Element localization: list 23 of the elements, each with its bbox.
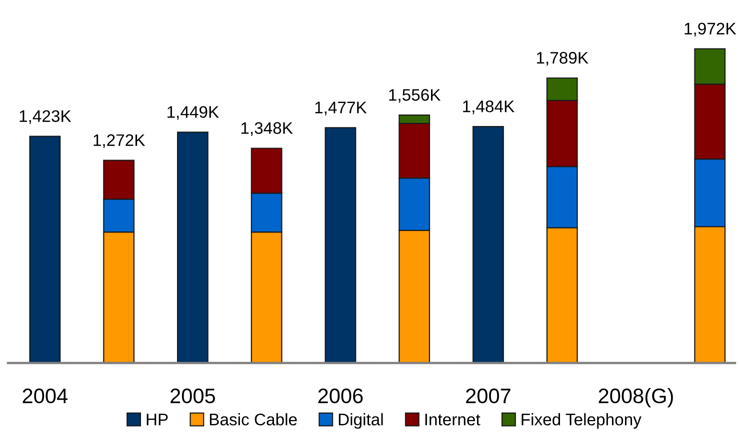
x-tick-label: 2004 — [22, 388, 68, 404]
legend-label: Fixed Telephony — [522, 413, 642, 429]
legend-label: Internet — [425, 414, 480, 426]
bar — [324, 127, 356, 363]
x-tick-label: 2008(G) — [598, 388, 673, 408]
data-label: 1,449K — [168, 106, 219, 120]
total-label: 1,348K — [241, 122, 293, 136]
total-label: 1,272K — [94, 134, 146, 148]
x-tick-label: 2005 — [170, 388, 216, 404]
bar — [29, 136, 61, 363]
total-label: 1,972K — [684, 22, 736, 37]
legend-label: Basic Cable — [210, 413, 297, 426]
data-label: 1,423K — [20, 110, 72, 124]
data-label: 1,477K — [315, 102, 367, 116]
x-tick-label: 2006 — [318, 388, 363, 404]
legend-label: HP — [146, 414, 168, 426]
total-label: 1,789K — [536, 52, 588, 66]
x-tick-label: 2007 — [466, 388, 510, 404]
bar — [472, 126, 504, 363]
total-label: 1,556K — [389, 89, 441, 103]
legend-label: Digital — [338, 413, 383, 429]
bar — [177, 132, 208, 363]
data-label: 1,484K — [463, 100, 514, 114]
